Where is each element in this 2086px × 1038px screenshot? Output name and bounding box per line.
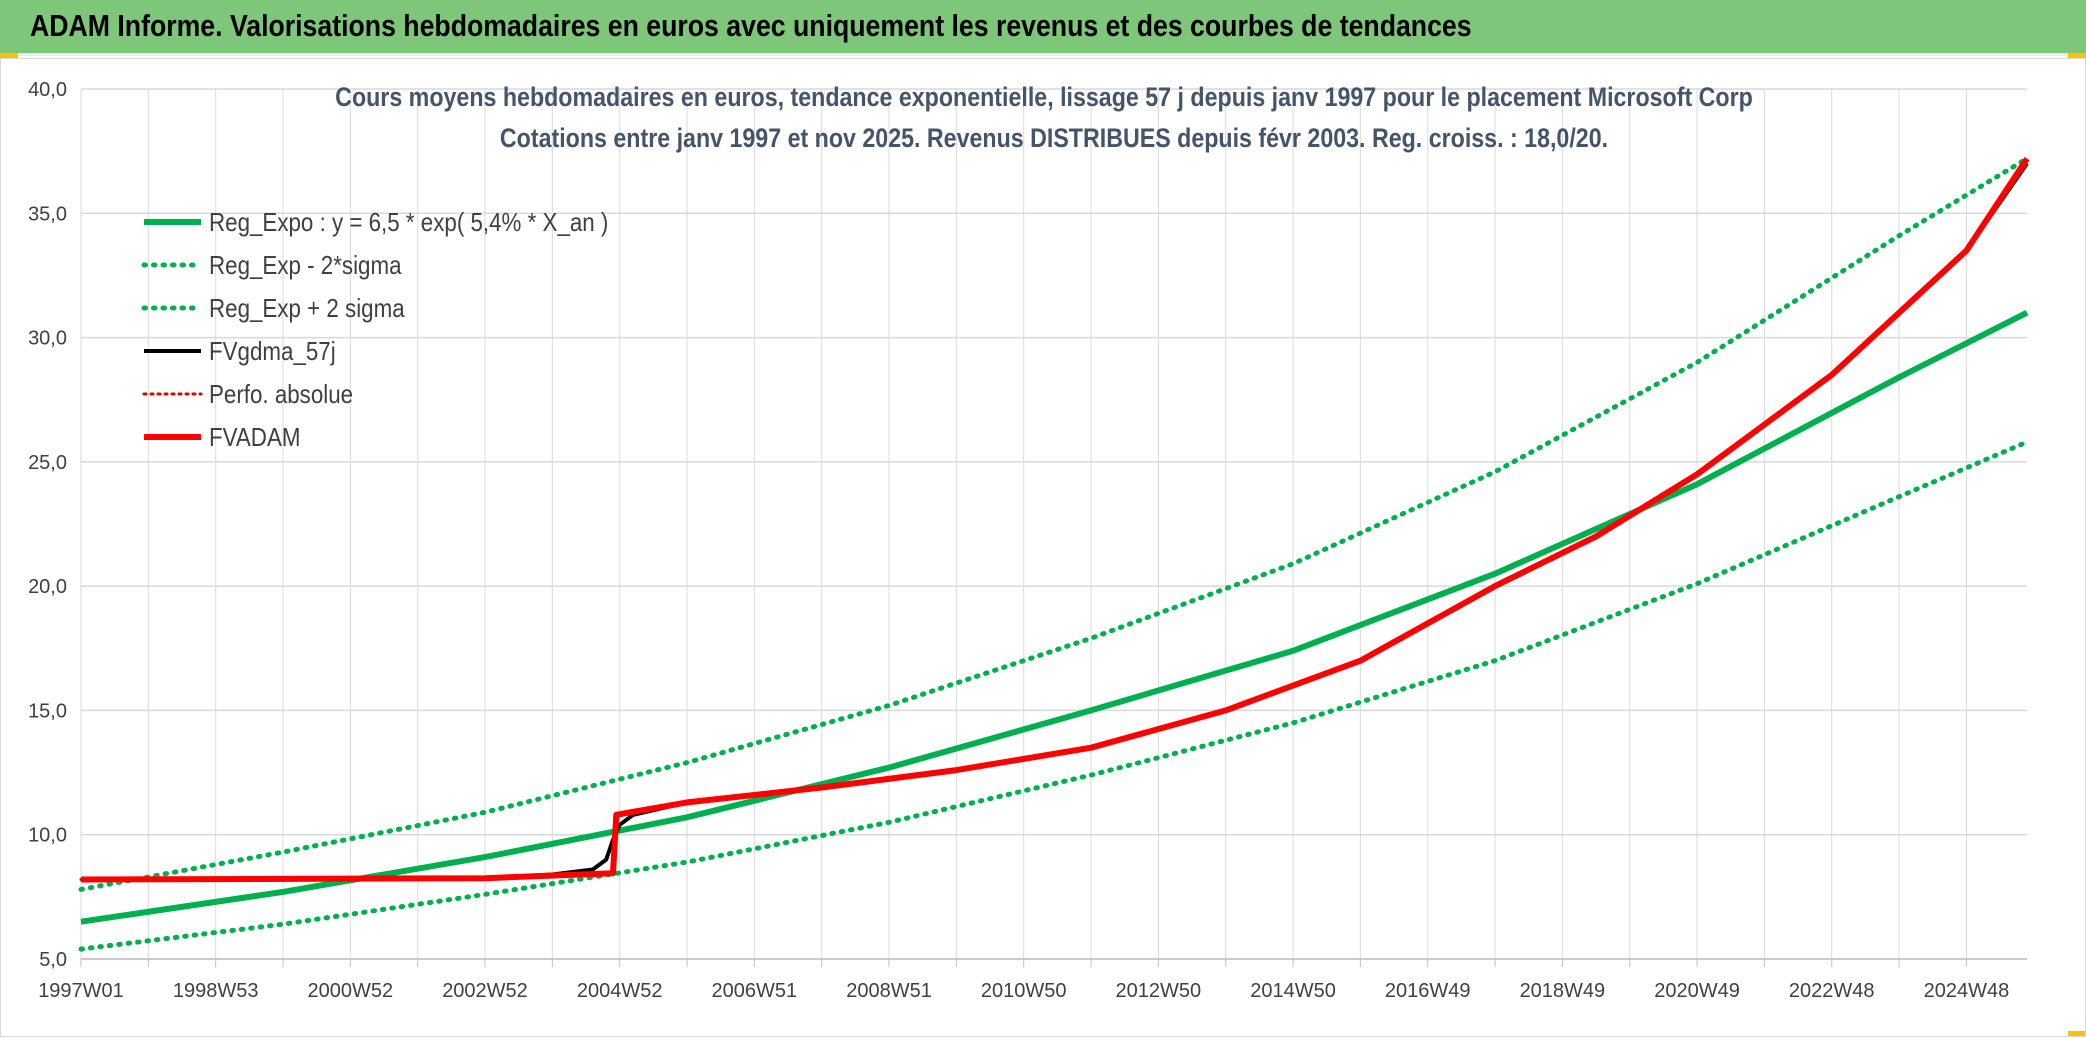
chart-title-line1: Cours moyens hebdomadaires en euros, ten… [335, 82, 1753, 112]
y-tick-label: 10,0 [28, 825, 67, 847]
corner-marker-top-right [2068, 53, 2086, 59]
line-chart: 5,0 10,0 15,0 20,0 25,0 30,0 35,0 40,0 1997W01 19… [28, 79, 2030, 1002]
x-tick-label: 2008W51 [846, 980, 932, 1002]
x-tick-label: 2014W50 [1250, 980, 1336, 1002]
legend-label: Reg_Expo : y = 6,5 * exp( 5,4% * X_an ) [209, 208, 608, 237]
x-tick-label: 1997W01 [38, 980, 124, 1002]
corner-marker-top-left [0, 53, 18, 59]
x-tick-label: 1998W53 [173, 980, 259, 1002]
series-line-3 [78, 156, 2030, 892]
y-tick-label: 25,0 [28, 452, 67, 474]
legend: Reg_Expo : y = 6,5 * exp( 5,4% * X_an ) R… [141, 208, 608, 452]
x-tick-label: 2012W50 [1116, 980, 1202, 1002]
series-line-1 [80, 310, 2029, 925]
x-tick-label: 2002W52 [442, 980, 528, 1002]
series-line-2 [78, 439, 2030, 952]
y-tick-label: 20,0 [28, 576, 67, 598]
corner-marker-bottom-right [2068, 1031, 2086, 1037]
gridlines [80, 88, 2027, 960]
legend-label: FVADAM [209, 423, 300, 452]
x-tick-label: 2010W50 [981, 980, 1067, 1002]
legend-label: Reg_Exp - 2*sigma [209, 251, 402, 280]
report-banner: ADAM Informe. Valorisations hebdomadaire… [0, 0, 2086, 56]
x-tick-label: 2018W49 [1520, 980, 1606, 1002]
axes: 5,0 10,0 15,0 20,0 25,0 30,0 35,0 40,0 1997W01 19… [28, 79, 2027, 1002]
y-tick-label: 35,0 [28, 203, 67, 225]
x-tick-label: 2022W48 [1789, 980, 1875, 1002]
x-tick-label: 2020W49 [1654, 980, 1740, 1002]
legend-label: Reg_Exp + 2 sigma [209, 294, 405, 323]
series-lines [78, 156, 2030, 952]
x-tick-label: 2016W49 [1385, 980, 1471, 1002]
report-title: ADAM Informe. Valorisations hebdomadaire… [30, 8, 1472, 43]
y-tick-label: 40,0 [28, 79, 67, 101]
chart-title-line2: Cotations entre janv 1997 et nov 2025. R… [500, 123, 1608, 153]
y-tick-label: 5,0 [39, 949, 67, 971]
legend-label: Perfo. absolue [209, 380, 353, 409]
x-tick-label: 2024W48 [1924, 980, 2010, 1002]
x-tick-label: 2004W52 [577, 980, 663, 1002]
chart-area: 5,0 10,0 15,0 20,0 25,0 30,0 35,0 40,0 1997W01 19… [0, 58, 2086, 1037]
series-line-6 [80, 156, 2030, 883]
x-tick-label: 2006W51 [712, 980, 798, 1002]
y-tick-label: 30,0 [28, 328, 67, 350]
legend-label: FVgdma_57j [209, 337, 336, 366]
x-tick-label: 2000W52 [308, 980, 394, 1002]
y-tick-label: 15,0 [28, 700, 67, 722]
